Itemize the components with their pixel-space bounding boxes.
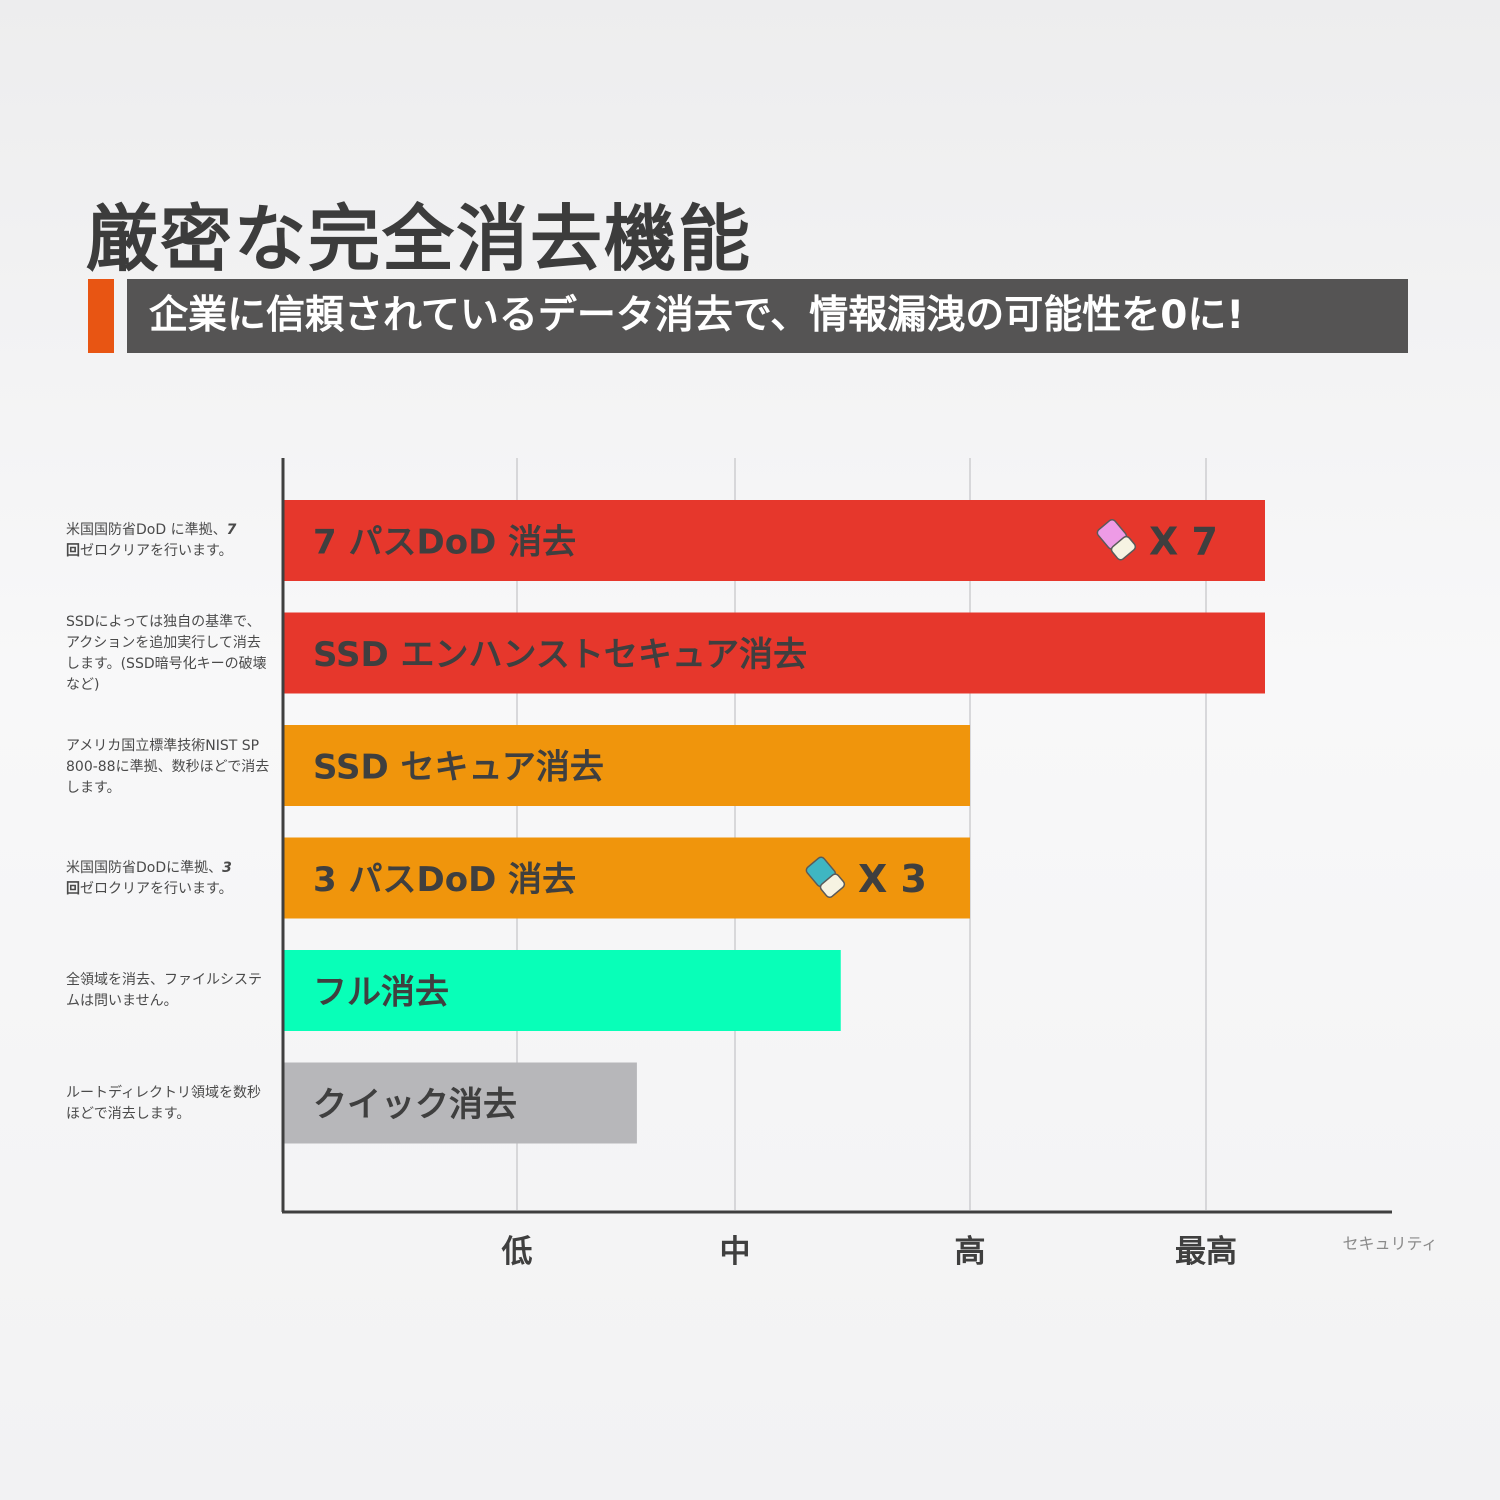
x-axis-label: セキュリティ xyxy=(1342,1234,1437,1253)
bar-description: ルートディレクトリ領域を数秒ほどで消去します。 xyxy=(66,1085,262,1122)
bar-description: 全領域を消去、ファイルシステムは問いません。 xyxy=(66,972,262,1009)
bar-label: フル消去 xyxy=(313,973,449,1013)
bar-label: 3 パスDoD 消去 xyxy=(313,860,576,900)
bar xyxy=(283,612,1265,694)
eraser-teal-icon xyxy=(805,856,846,898)
bar-label: 7 パスDoD 消去 xyxy=(313,523,576,563)
bar-description: SSDによっては独自の基準で、アクションを追加実行して消去します。(SSD暗号化… xyxy=(66,614,267,693)
bar xyxy=(283,837,970,919)
bar xyxy=(283,950,841,1031)
eraser-pink-icon xyxy=(1096,518,1137,561)
accent-block xyxy=(88,279,114,353)
x-tick-label: 中 xyxy=(720,1234,751,1270)
x-tick-label: 最高 xyxy=(1175,1234,1237,1270)
bar xyxy=(283,1062,637,1144)
bar-description: 米国国防省DoDに準拠、3 回ゼロクリアを行います。 xyxy=(66,860,233,897)
x-tick-label: 高 xyxy=(955,1234,986,1270)
bar xyxy=(283,500,1265,581)
x-tick-label: 低 xyxy=(501,1234,533,1270)
bar-description: アメリカ国立標準技術NIST SP 800-88に準拠、数秒ほどで消去します。 xyxy=(66,738,270,796)
bar-label: SSD セキュア消去 xyxy=(313,748,604,788)
badge-label: X 7 xyxy=(1149,520,1218,564)
security-bar-chart: 7 パスDoD 消去 X 7 SSD エンハンストセキュア消去 SSD セキュア消去 3… xyxy=(281,458,1438,1270)
subtitle-banner: 企業に信頼されているデータ消去で、情報漏洩の可能性を0に! xyxy=(127,279,1408,353)
badge-label: X 3 xyxy=(858,857,927,901)
page-title: 厳密な完全消去機能 xyxy=(86,197,753,281)
bar-description: 米国国防省DoD に準拠、7 回ゼロクリアを行います。 xyxy=(66,522,237,559)
bar-label: クイック消去 xyxy=(313,1085,517,1125)
bar-label: SSD エンハンストセキュア消去 xyxy=(313,635,807,675)
bar xyxy=(283,725,970,806)
